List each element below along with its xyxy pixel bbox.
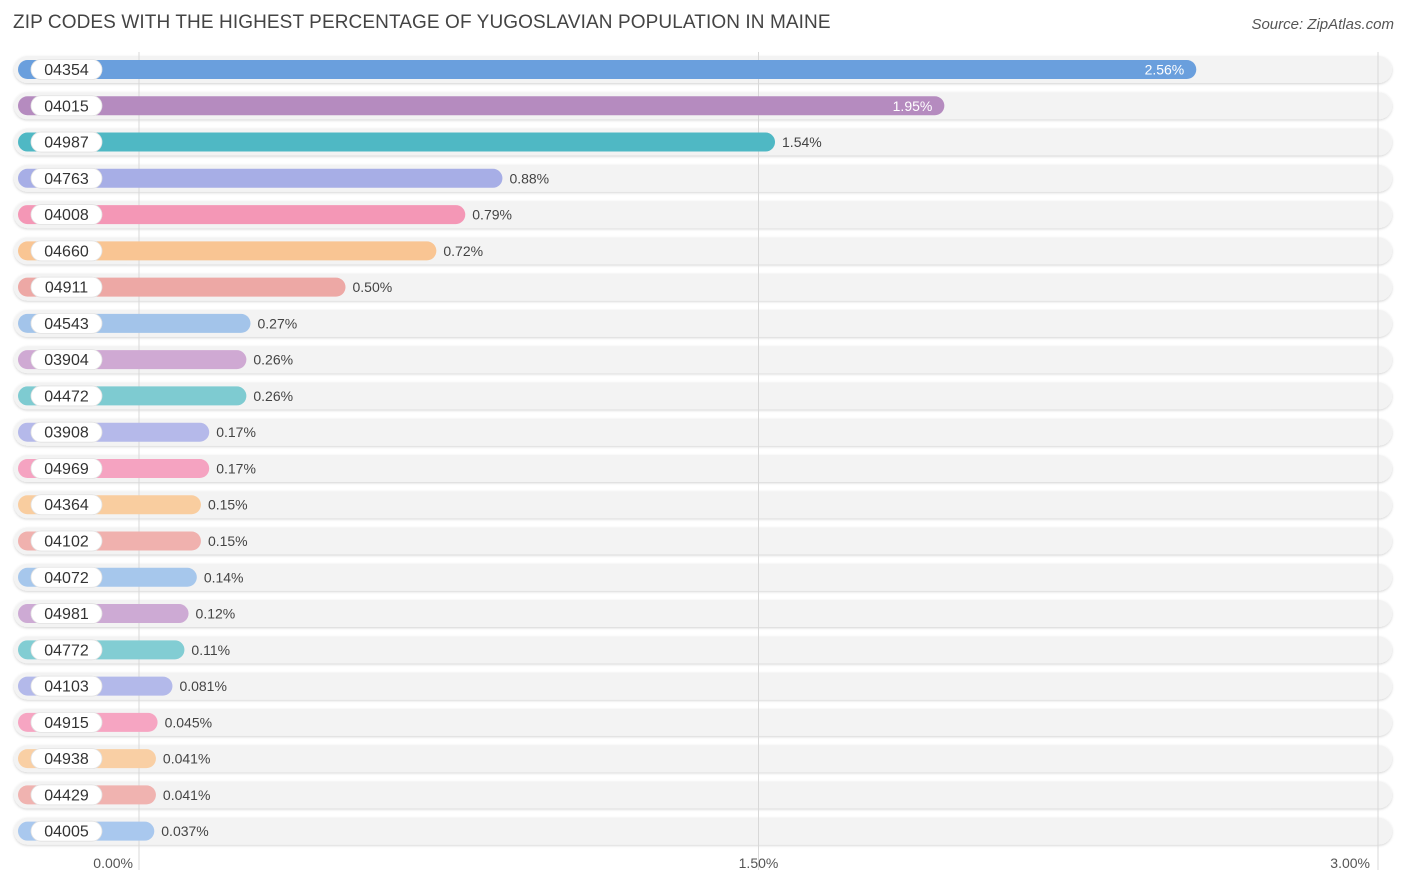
zip-pill <box>30 385 103 407</box>
zip-pill <box>30 748 103 770</box>
x-tick-label: 3.00% <box>1330 855 1370 871</box>
row-track <box>14 273 1392 301</box>
value-label: 0.041% <box>163 751 210 767</box>
value-label: 0.15% <box>208 497 248 513</box>
zip-pill <box>30 530 103 552</box>
value-label: 0.045% <box>165 714 212 730</box>
value-label: 0.041% <box>163 787 210 803</box>
row-track <box>14 636 1392 664</box>
row-track <box>14 309 1392 337</box>
zip-pill <box>30 240 103 262</box>
row-track <box>14 491 1392 519</box>
value-label: 0.037% <box>161 823 208 839</box>
value-label: 1.54% <box>782 134 822 150</box>
zip-pill <box>30 349 103 371</box>
bar-04987 <box>18 132 776 152</box>
bar-04660 <box>18 241 437 261</box>
value-label: 2.56% <box>1145 62 1185 78</box>
zip-label: 04102 <box>44 534 89 551</box>
zip-pill <box>30 639 103 661</box>
zip-label: 04005 <box>44 824 89 841</box>
zip-label: 04072 <box>44 570 89 587</box>
value-label: 0.11% <box>191 642 230 658</box>
value-label: 0.50% <box>353 279 393 295</box>
zip-label: 04103 <box>44 679 89 696</box>
zip-pill <box>30 167 103 189</box>
zip-pill <box>30 458 103 479</box>
zip-label: 04981 <box>44 606 89 623</box>
zip-pill <box>30 784 103 806</box>
row-track <box>14 781 1392 809</box>
value-label: 1.95% <box>893 98 933 114</box>
zip-label: 04772 <box>44 642 89 659</box>
zip-pill <box>30 494 103 516</box>
zip-pill <box>30 95 103 117</box>
value-label: 0.79% <box>472 207 512 223</box>
x-tick-label: 0.00% <box>93 855 133 871</box>
row-track <box>14 708 1392 736</box>
row-track <box>14 346 1392 374</box>
bar-04354 <box>18 60 1197 79</box>
zip-pill <box>30 131 103 153</box>
value-label: 0.72% <box>443 243 483 259</box>
row-track <box>14 527 1392 555</box>
bar-04008 <box>18 205 466 225</box>
value-label: 0.17% <box>216 424 256 440</box>
value-label: 0.26% <box>253 352 293 368</box>
value-label: 0.081% <box>179 678 226 694</box>
zip-label: 04543 <box>44 316 89 333</box>
zip-pill <box>30 421 103 443</box>
zip-pill <box>30 276 103 298</box>
row-track <box>14 418 1392 446</box>
zip-label: 04911 <box>45 280 88 297</box>
zip-pill <box>30 204 103 225</box>
zip-label: 04429 <box>44 787 89 804</box>
bar-04015 <box>18 96 945 116</box>
source-label: Source: ZipAtlas.com <box>1251 16 1394 33</box>
zip-pill <box>30 675 103 697</box>
zip-label: 04472 <box>44 388 89 405</box>
zip-label: 04969 <box>44 461 89 478</box>
zip-pill <box>30 312 103 334</box>
zip-pill <box>30 59 103 80</box>
zip-label: 04938 <box>44 751 89 768</box>
chart-title: ZIP CODES WITH THE HIGHEST PERCENTAGE OF… <box>13 12 831 33</box>
zip-pill <box>30 820 103 842</box>
row-track <box>14 600 1392 628</box>
row-track <box>14 817 1392 845</box>
row-track <box>14 745 1392 773</box>
value-label: 0.26% <box>253 388 293 404</box>
zip-label: 04660 <box>44 243 89 260</box>
zip-label: 04915 <box>44 715 89 732</box>
zip-label: 04015 <box>44 98 89 115</box>
zip-label: 04763 <box>44 171 89 188</box>
value-label: 0.88% <box>509 170 549 186</box>
bar-04763 <box>18 168 503 188</box>
row-track <box>14 563 1392 591</box>
x-tick-label: 1.50% <box>739 855 779 871</box>
row-track <box>14 672 1392 700</box>
zip-label: 03908 <box>44 425 89 442</box>
row-track <box>14 454 1392 482</box>
zip-pill <box>30 566 103 588</box>
value-label: 0.14% <box>204 569 244 585</box>
value-label: 0.17% <box>216 460 256 476</box>
value-label: 0.27% <box>258 315 298 331</box>
zip-label: 04008 <box>44 207 89 224</box>
zip-pill <box>30 603 103 624</box>
zip-label: 04987 <box>44 135 89 152</box>
zip-label: 04354 <box>44 62 89 79</box>
zip-label: 04364 <box>44 497 89 514</box>
value-label: 0.12% <box>196 606 236 622</box>
zip-label: 03904 <box>44 352 89 369</box>
zip-pill <box>30 711 103 733</box>
value-label: 0.15% <box>208 533 248 549</box>
row-track <box>14 382 1392 410</box>
